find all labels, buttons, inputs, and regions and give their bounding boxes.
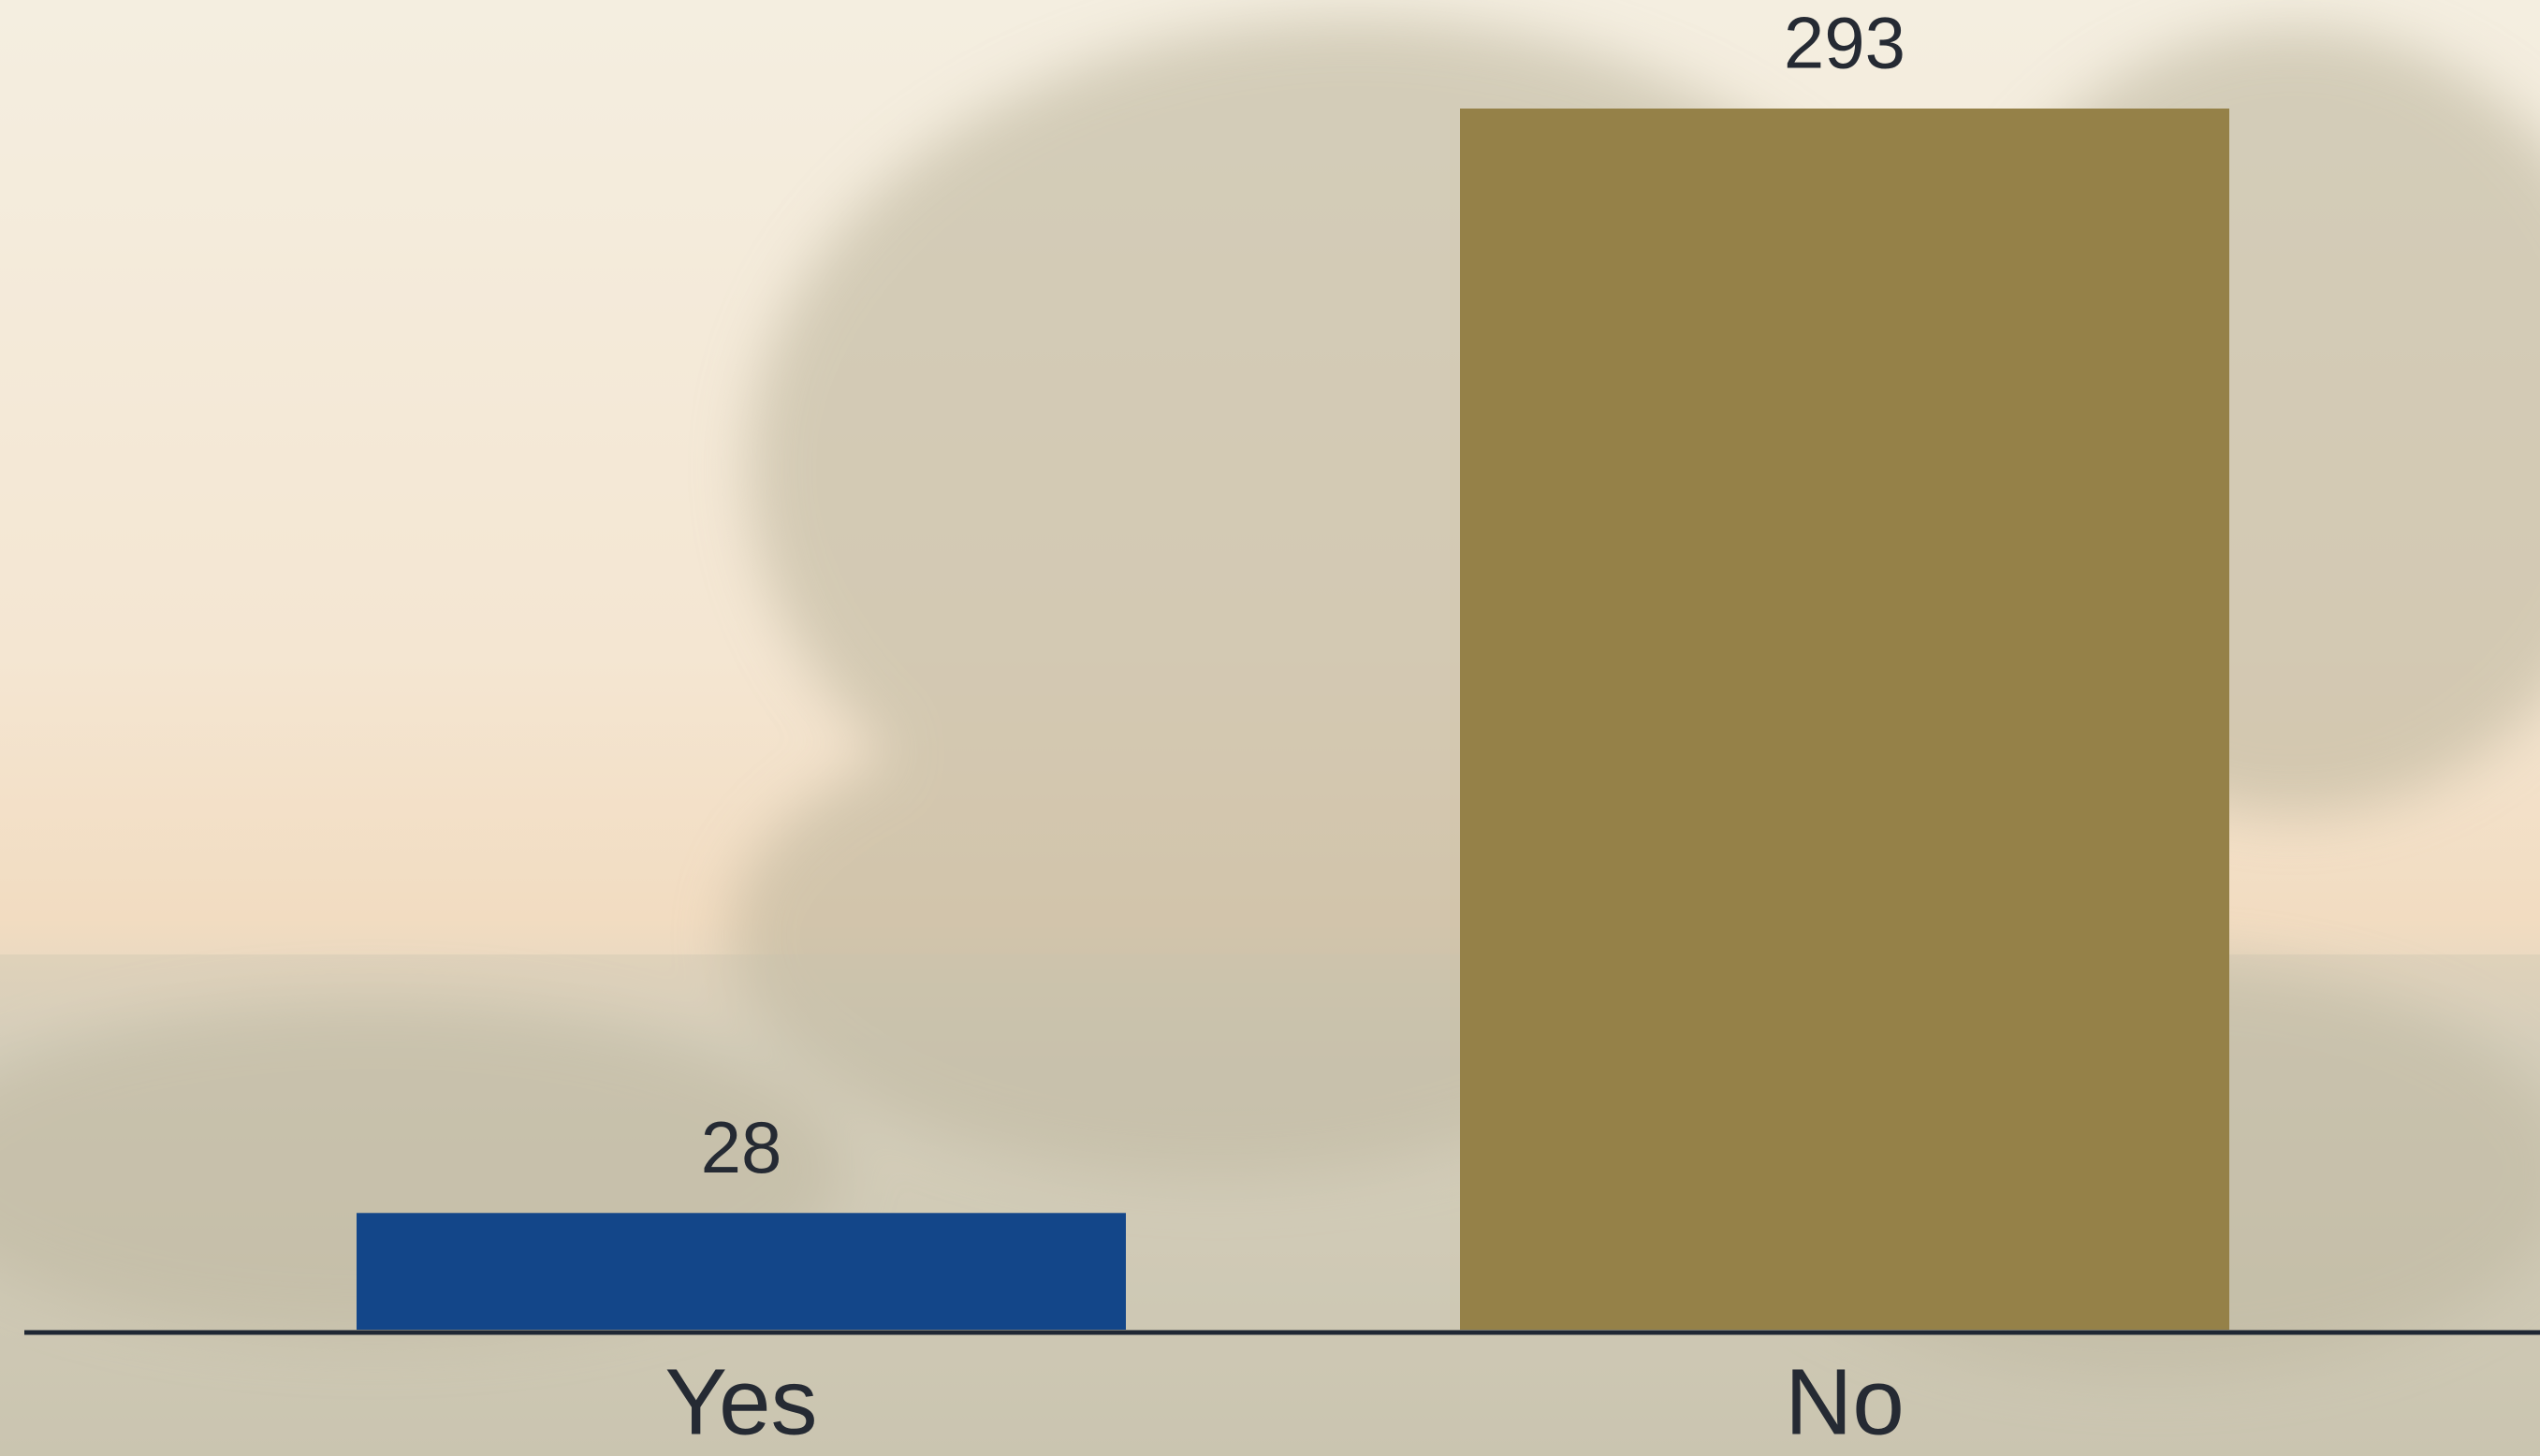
value-label: 28	[701, 1106, 782, 1188]
value-label: 293	[1784, 2, 1905, 84]
bar	[357, 1213, 1126, 1330]
x-tick-label: Yes	[664, 1349, 817, 1454]
x-tick-label: No	[1785, 1349, 1905, 1454]
bar	[1460, 109, 2229, 1330]
